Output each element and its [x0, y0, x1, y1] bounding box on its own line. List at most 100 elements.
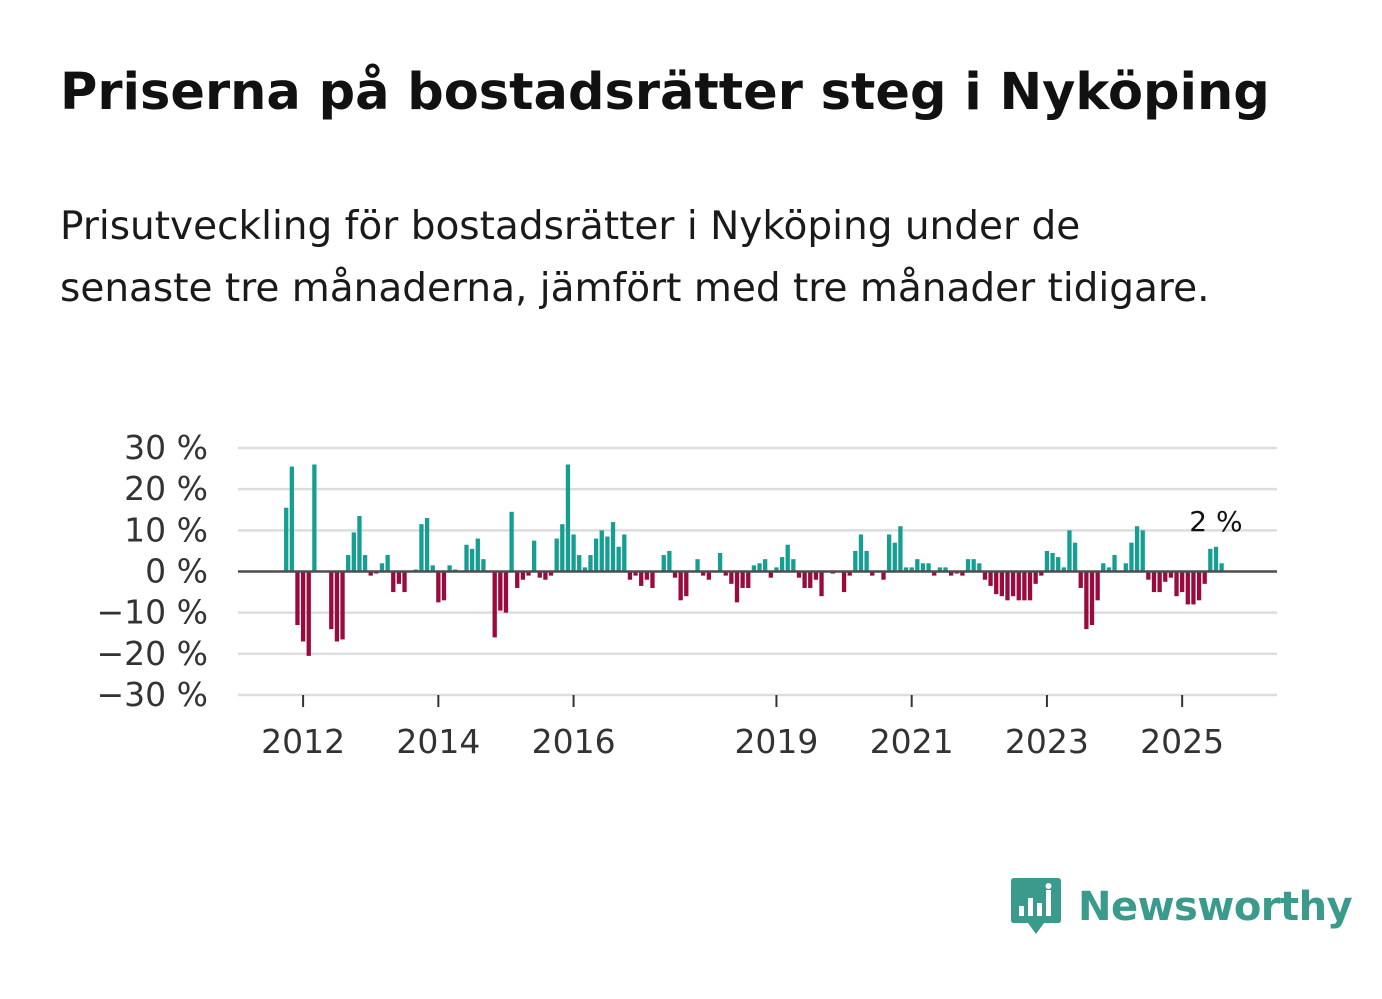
bar-negative [960, 571, 965, 576]
bar-negative [1039, 571, 1044, 576]
bar-negative [734, 571, 740, 603]
bar-negative [1157, 571, 1162, 593]
bar-positive [588, 555, 593, 572]
bar-positive [289, 466, 294, 572]
bar-positive [346, 555, 351, 572]
bar-negative [1191, 571, 1196, 605]
bar-positive [1219, 563, 1224, 572]
bar-negative [543, 571, 548, 580]
bar-negative [436, 571, 441, 603]
bar-positive [915, 559, 920, 572]
bar-negative [723, 571, 728, 576]
bar-negative [650, 571, 655, 588]
bar-negative [1089, 571, 1095, 626]
bar-negative [627, 571, 633, 580]
bar-negative [999, 571, 1004, 597]
bar-positive [1129, 542, 1134, 572]
bar-positive [1061, 567, 1066, 572]
bar-negative [1027, 571, 1033, 601]
bar-positive [774, 567, 779, 572]
x-tick-label: 2019 [734, 722, 818, 761]
bar-positive [717, 552, 723, 572]
bar-positive [470, 548, 475, 572]
bar-positive [362, 555, 368, 572]
bar-negative [1146, 571, 1151, 580]
bar-positive [1044, 550, 1050, 572]
newsworthy-brand: Newsworthy [1010, 876, 1353, 938]
y-tick-label: −30 % [97, 675, 209, 714]
bar-positive [447, 565, 452, 572]
bar-positive [385, 555, 390, 572]
bar-positive [886, 534, 892, 572]
bar-positive [971, 559, 976, 572]
bar-negative [813, 571, 819, 580]
bar-negative [334, 571, 340, 642]
bar-positive [791, 559, 796, 572]
bar-negative [819, 571, 824, 597]
bar-positive [464, 544, 469, 572]
bar-negative [1163, 571, 1168, 582]
bar-positive [779, 557, 785, 572]
x-tick-label: 2016 [532, 722, 616, 761]
bar-negative [515, 571, 520, 588]
bar-negative [1174, 571, 1179, 597]
bar-negative [1010, 571, 1016, 597]
bar-negative [300, 571, 306, 642]
bar-negative [684, 571, 689, 597]
bar-positive [1112, 555, 1117, 572]
bar-positive [430, 565, 435, 572]
bar-positive [1123, 563, 1128, 572]
brand-name: Newsworthy [1078, 884, 1353, 930]
bar-positive [475, 538, 480, 572]
bar-positive [1140, 530, 1145, 572]
bar-positive [593, 538, 599, 572]
y-tick-label: 30 % [124, 428, 208, 467]
bar-negative [498, 571, 503, 611]
y-tick-label: 0 % [145, 552, 208, 591]
bar-negative [841, 571, 847, 593]
bar-negative [329, 571, 334, 630]
bar-negative [678, 571, 683, 601]
bar-positive [616, 546, 621, 572]
bar-positive [1213, 546, 1219, 572]
bar-positive [312, 464, 317, 572]
bar-positive [937, 567, 943, 572]
x-tick-label: 2014 [396, 722, 480, 761]
x-tick-label: 2021 [870, 722, 954, 761]
bar-positive [903, 567, 909, 572]
bar-negative [870, 571, 875, 576]
bar-negative [932, 571, 937, 576]
bar-positive [1134, 526, 1140, 572]
bar-negative [633, 571, 638, 576]
bar-positive [977, 563, 982, 572]
y-tick-label: −10 % [97, 593, 209, 632]
bar-positive [509, 511, 514, 572]
bar-positive [605, 536, 610, 572]
bar-positive [898, 526, 903, 572]
bar-positive [1208, 548, 1213, 572]
bar-positive [757, 563, 762, 572]
bar-negative [639, 571, 644, 586]
bar-positive [582, 567, 588, 572]
bar-negative [706, 571, 711, 580]
bar-positive [785, 544, 790, 572]
bar-positive [599, 530, 604, 572]
bar-negative [1151, 571, 1157, 593]
bar-negative [1095, 571, 1100, 601]
bar-negative [503, 571, 509, 613]
bar-positive [554, 538, 559, 572]
bar-negative [295, 571, 300, 626]
bar-negative [1202, 571, 1207, 584]
bar-negative [701, 571, 706, 576]
bar-positive [667, 550, 672, 572]
newsworthy-logo-icon [1011, 878, 1061, 934]
x-tick-label: 2012 [261, 722, 345, 761]
bar-positive [1106, 567, 1112, 572]
grid-lines [238, 446, 1277, 697]
bar-negative [492, 571, 497, 638]
bar-negative [847, 571, 852, 576]
bar-negative [1033, 571, 1038, 584]
bar-negative [1078, 571, 1083, 588]
bar-negative [396, 571, 402, 584]
x-tick-label: 2023 [1005, 722, 1089, 761]
